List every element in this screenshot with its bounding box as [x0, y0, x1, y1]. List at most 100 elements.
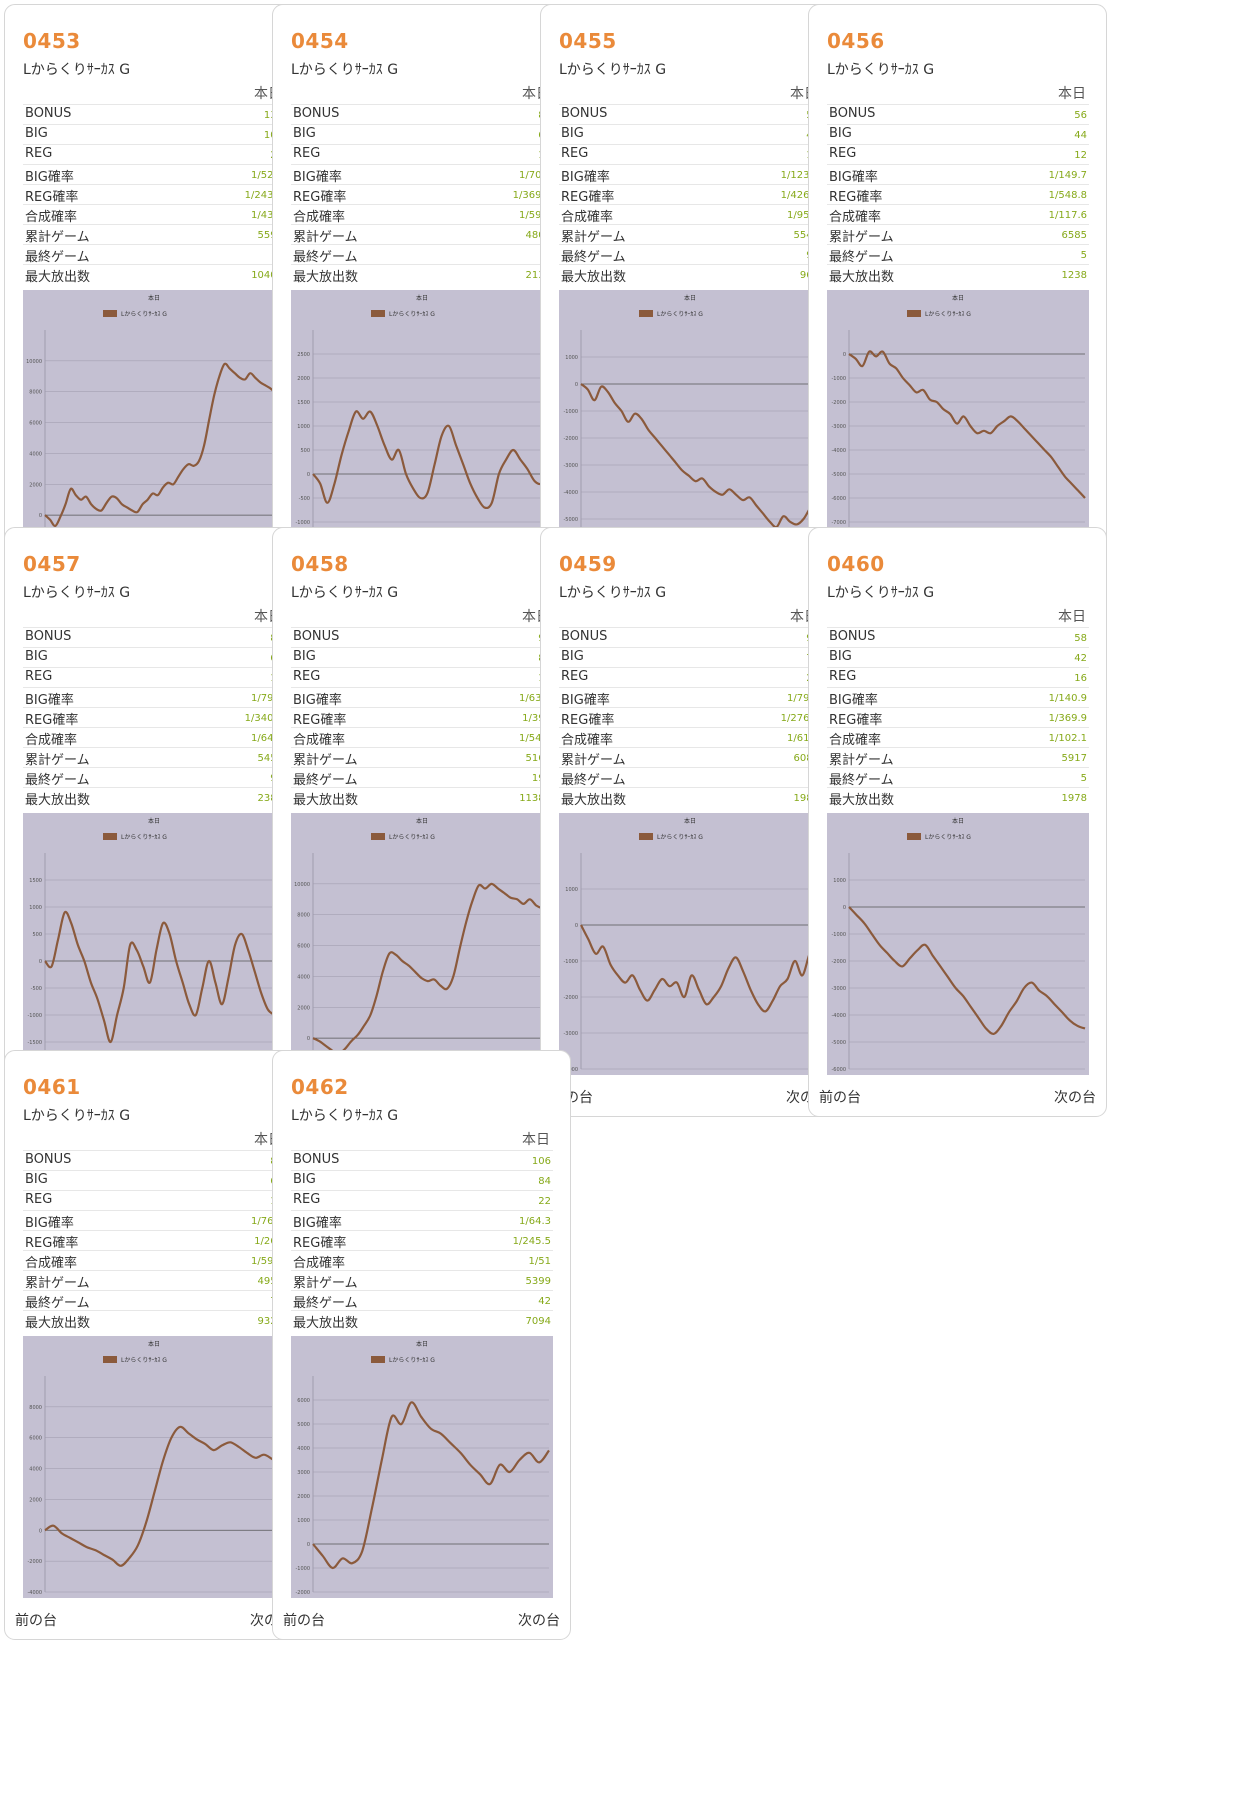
legend-swatch [639, 310, 653, 317]
series-line [312, 1401, 550, 1570]
y-tick-label: 0 [39, 1528, 42, 1534]
y-tick-label: 0 [575, 382, 578, 388]
next-machine-link[interactable]: 次の台 [1054, 1090, 1096, 1106]
stat-label: 最終ゲーム [293, 1296, 358, 1311]
machine-number[interactable]: 0460 [827, 552, 885, 576]
y-tick-label: 1500 [297, 400, 310, 406]
slump-chart-svg: 本日 Lからくりｻｰｶｽ G -2000 -1000 0 1000 2000 3000 4000… [295, 1340, 550, 1596]
stat-value: 12 [1074, 150, 1087, 161]
y-tick-label: 1000 [565, 887, 578, 893]
chart-title: 本日 [148, 1340, 160, 1348]
legend-label: Lからくりｻｰｶｽ G [657, 311, 703, 318]
stat-label: 最終ゲーム [293, 250, 358, 265]
stat-row: 最終ゲーム1 [23, 244, 285, 265]
machine-number[interactable]: 0462 [291, 1075, 349, 1099]
next-machine-link[interactable]: 次の台 [518, 1613, 560, 1629]
stat-row: 合成確率 1/95.7 [559, 204, 821, 225]
stat-label: 累計ゲーム [25, 753, 90, 768]
stat-label: REG [561, 146, 589, 161]
stat-value: 22 [538, 1196, 551, 1207]
y-tick-label: 6000 [297, 944, 310, 950]
stat-label: 合成確率 [293, 1256, 346, 1271]
y-tick-label: 2000 [297, 376, 310, 382]
y-tick-label: 0 [307, 472, 310, 478]
machine-number[interactable]: 0458 [291, 552, 349, 576]
stat-label: BIG [293, 1172, 316, 1187]
y-tick-label: -500 [31, 986, 42, 992]
prev-machine-link[interactable]: 前の台 [283, 1613, 325, 1629]
stat-value: 6585 [1061, 230, 1087, 241]
stat-value: 1/245.5 [512, 1236, 551, 1247]
stat-label: 合成確率 [25, 1256, 78, 1271]
stat-value: 10407 [251, 270, 283, 281]
y-tick-label: -2000 [27, 1559, 42, 1565]
machine-model: Lからくりｻｰｶｽ G [559, 585, 667, 601]
y-tick-label: 500 [300, 448, 310, 454]
chart-title: 本日 [416, 294, 428, 302]
stat-value: 5453 [257, 753, 283, 764]
y-tick-label: 3000 [297, 1470, 310, 1476]
prev-machine-link[interactable]: 前の台 [15, 1613, 57, 1629]
y-tick-label: 2000 [297, 1494, 310, 1500]
machine-model: Lからくりｻｰｶｽ G [291, 1108, 399, 1124]
machine-number[interactable]: 0457 [23, 552, 81, 576]
series-line [44, 1425, 282, 1567]
y-tick-label: -2000 [831, 959, 846, 965]
prev-machine-link[interactable]: 前の台 [819, 1090, 861, 1106]
stat-label: 累計ゲーム [829, 230, 894, 245]
machine-number[interactable]: 0459 [559, 552, 617, 576]
y-tick-label: 4000 [29, 451, 42, 457]
y-tick-label: 6000 [297, 1398, 310, 1404]
stat-value: 1/95.7 [787, 210, 819, 221]
stat-label: 合成確率 [293, 733, 346, 748]
stat-value: 1/369.9 [1048, 713, 1087, 724]
stat-row: REG13 [559, 144, 821, 164]
stat-row: 累計ゲーム 5917 [827, 747, 1089, 768]
legend-swatch [371, 1356, 385, 1363]
y-tick-label: -4000 [563, 490, 578, 496]
stat-value: 1/397 [522, 713, 551, 724]
machine-number[interactable]: 0455 [559, 29, 617, 53]
machine-number[interactable]: 0461 [23, 1075, 81, 1099]
stat-label: BIG [25, 126, 48, 141]
legend-label: Lからくりｻｰｶｽ G [389, 311, 435, 318]
stat-row: BIG45 [559, 124, 821, 144]
stat-row: REG確率 1/261 [23, 1230, 285, 1251]
stat-label: REG確率 [293, 713, 347, 728]
stats-table: BONUS 56 BIG 44 REG 12 BIG確率 1/149.7 REG確率 1/548.… [827, 104, 1089, 285]
y-tick-label: -3000 [563, 463, 578, 469]
machine-number[interactable]: 0456 [827, 29, 885, 53]
stat-label: 合成確率 [561, 733, 614, 748]
stat-row: REG確率 1/397 [291, 707, 553, 728]
y-tick-label: 10000 [294, 882, 310, 888]
stat-row: BIG107 [23, 124, 285, 144]
stat-value: 1/70.7 [519, 170, 551, 181]
machine-number[interactable]: 0453 [23, 29, 81, 53]
stats-table: BONUS94BIG81REG13 BIG確率 1/63.8 REG確率 1/397 合成… [291, 627, 553, 808]
stat-value: 1/79.1 [787, 693, 819, 704]
series-line [580, 924, 818, 1013]
y-tick-label: -6000 [831, 496, 846, 502]
stat-value: 5 [1080, 773, 1087, 784]
stat-value: 1/76.3 [251, 1216, 283, 1227]
machine-number[interactable]: 0454 [291, 29, 349, 53]
stat-label: 最終ゲーム [25, 250, 90, 265]
stat-row: 合成確率 1/102.1 [827, 727, 1089, 748]
stat-label: REG [829, 669, 857, 684]
series-line [44, 362, 282, 528]
legend-label: Lからくりｻｰｶｽ G [925, 311, 971, 318]
y-tick-label: -3000 [831, 424, 846, 430]
machine-model: Lからくりｻｰｶｽ G [827, 585, 935, 601]
stat-value: 5917 [1061, 753, 1087, 764]
stat-row: BONUS94 [291, 627, 553, 647]
stat-row: BIG68 [291, 124, 553, 144]
y-tick-label: -1000 [831, 932, 846, 938]
stat-row: 最大放出数 10407 [23, 264, 285, 285]
y-tick-label: 1000 [833, 878, 846, 884]
stat-value: 5599 [257, 230, 283, 241]
